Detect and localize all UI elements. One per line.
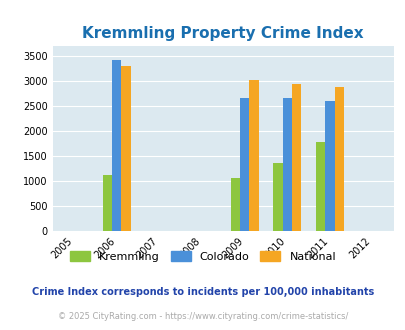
Bar (291, 84, 301, 231)
Text: © 2025 CityRating.com - https://www.cityrating.com/crime-statistics/: © 2025 CityRating.com - https://www.city… (58, 312, 347, 321)
Bar (282, 98, 291, 231)
Bar (249, 80, 258, 231)
Title: Kremmling Property Crime Index: Kremmling Property Crime Index (82, 26, 363, 41)
Text: Crime Index corresponds to incidents per 100,000 inhabitants: Crime Index corresponds to incidents per… (32, 287, 373, 297)
Bar (273, 163, 282, 231)
Bar (121, 66, 130, 231)
Legend: Kremmling, Colorado, National: Kremmling, Colorado, National (70, 251, 335, 262)
Bar (324, 101, 334, 231)
Bar (102, 175, 112, 231)
Bar (315, 142, 324, 231)
Bar (230, 178, 239, 231)
Bar (112, 60, 121, 231)
Bar (334, 87, 343, 231)
Bar (239, 98, 249, 231)
